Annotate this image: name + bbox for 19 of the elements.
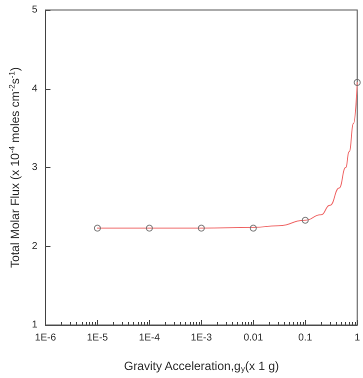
point	[198, 224, 205, 232]
x-tick-label: 1E-3	[190, 332, 212, 344]
x-tick-label: 0.01	[244, 332, 264, 344]
y-axis-title: Total Molar Flux (x 10-4 moles cm-2s-1)	[8, 67, 22, 268]
x-tick-label: 1	[354, 332, 360, 344]
y-tick-label: 5	[32, 4, 38, 16]
y-tick-label: 1	[32, 320, 38, 330]
x-tick-label: 1E-6	[34, 332, 56, 344]
x-tick-label: 1E-5	[86, 332, 108, 344]
x-tick-label: 1E-4	[138, 332, 160, 344]
y-tick-label: 3	[32, 162, 38, 173]
x-tick-label: 0.1	[298, 332, 313, 344]
point	[146, 224, 153, 232]
y-tick-label: 2	[32, 240, 38, 252]
y-tick-label: 4	[32, 83, 38, 94]
point	[250, 224, 257, 232]
point	[354, 78, 361, 86]
point	[94, 224, 101, 232]
point	[302, 216, 309, 224]
